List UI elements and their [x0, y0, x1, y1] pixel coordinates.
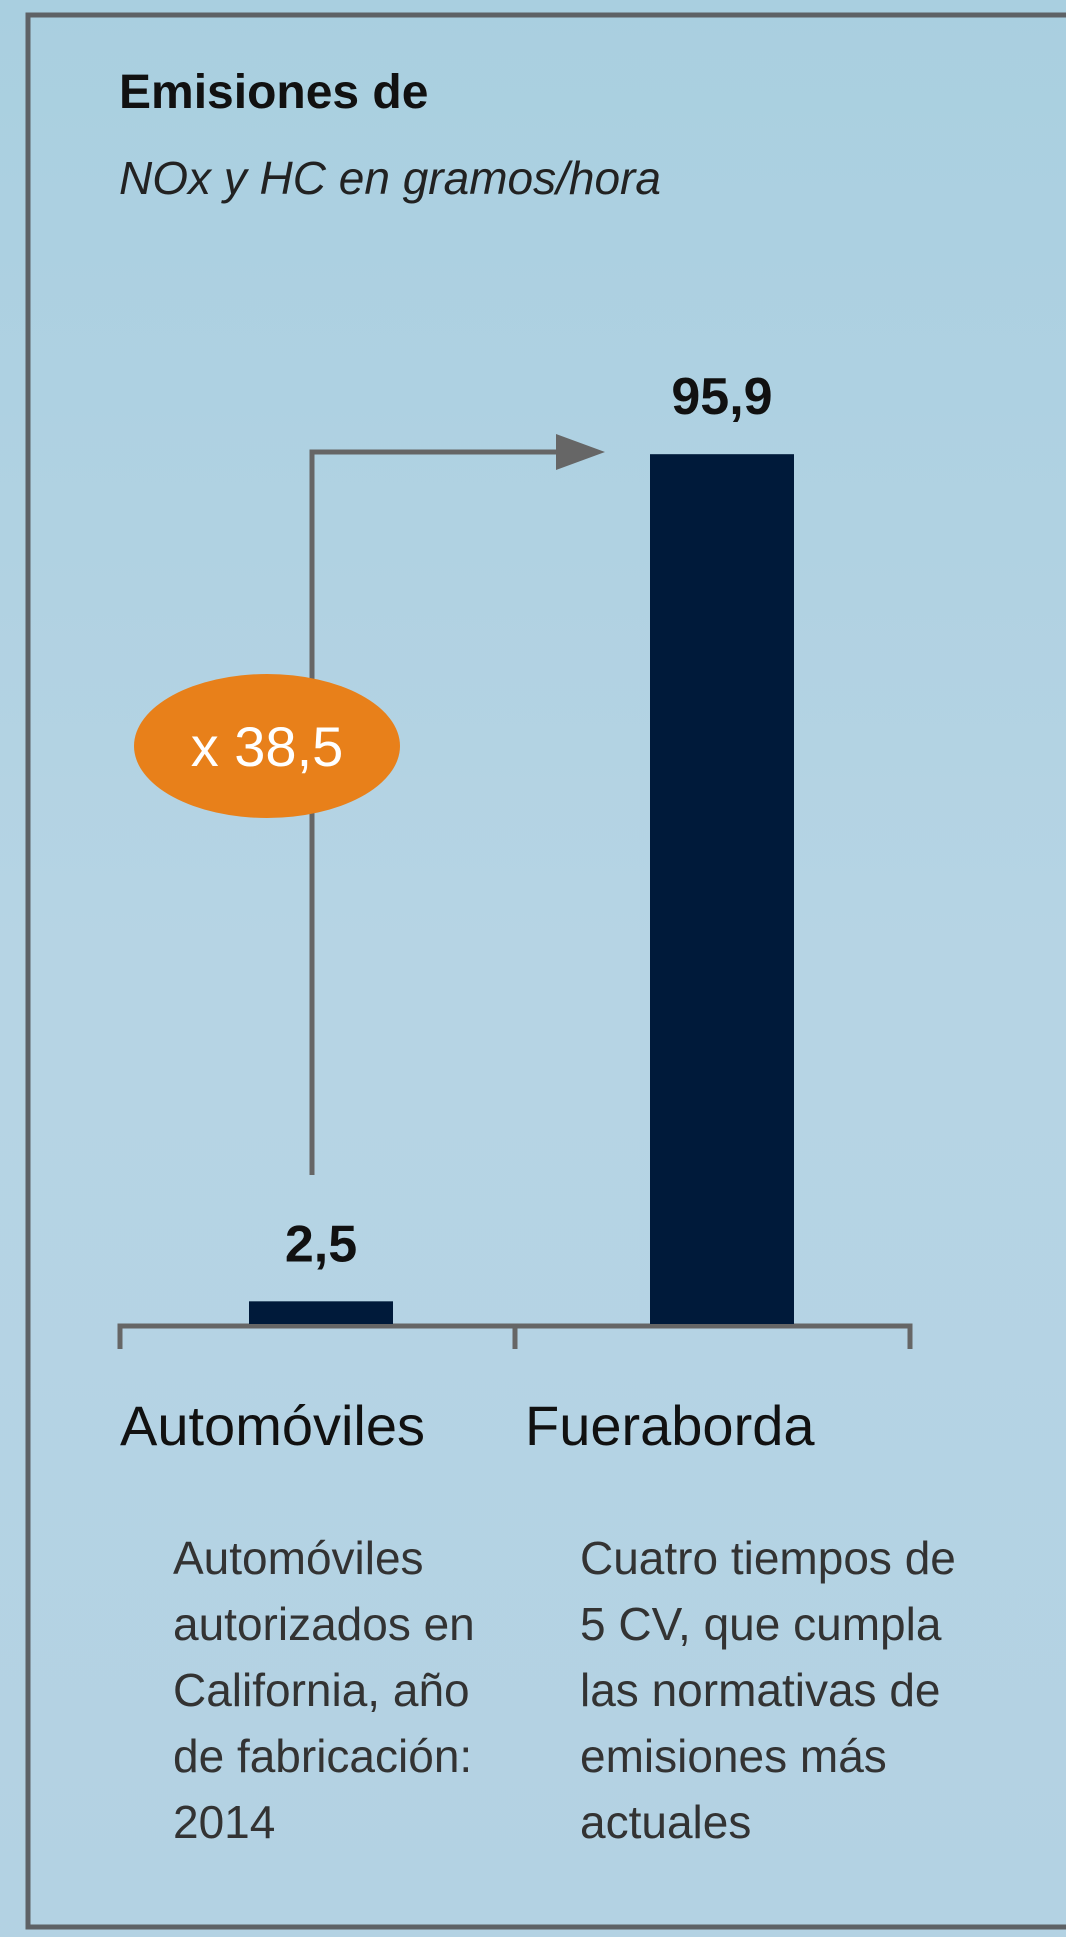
connector [309, 434, 605, 1175]
category-note: California, año [173, 1664, 470, 1716]
frame [25, 12, 1066, 1930]
category-note: Cuatro tiempos de [580, 1532, 956, 1584]
annotation: x 38,5 [191, 715, 344, 778]
category-label: Automóviles [120, 1394, 425, 1457]
category-note: actuales [580, 1796, 751, 1848]
chart-subtitle: NOx y HC en gramos/hora [119, 152, 661, 204]
category-note: emisiones más [580, 1730, 887, 1782]
category-note: autorizados en [173, 1598, 475, 1650]
category-note: 5 CV, que cumpla [580, 1598, 942, 1650]
bar [249, 1301, 393, 1324]
arrowhead [556, 434, 605, 470]
bar [650, 454, 794, 1324]
chart-title: Emisiones de [119, 66, 428, 119]
category-note: de fabricación: [173, 1730, 472, 1782]
category-note: Automóviles [173, 1532, 424, 1584]
category-note: 2014 [173, 1796, 275, 1848]
annotation-badge [134, 674, 400, 818]
category-label: Fueraborda [525, 1394, 815, 1457]
category-note: las normativas de [580, 1664, 941, 1716]
value-label: 95,9 [671, 368, 772, 426]
connector-line [309, 449, 570, 1175]
value-label: 2,5 [285, 1215, 357, 1273]
